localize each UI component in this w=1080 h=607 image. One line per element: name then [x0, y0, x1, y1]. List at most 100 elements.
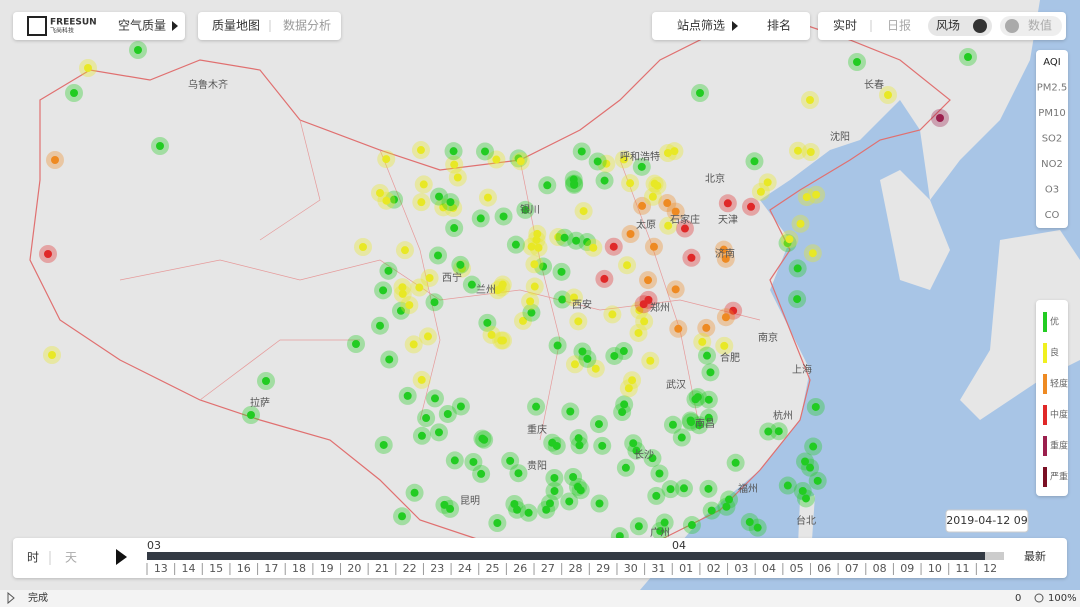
city-label: 杭州 — [773, 409, 793, 422]
station-marker — [569, 293, 578, 302]
station-marker — [806, 463, 815, 472]
legend-swatch — [1043, 374, 1047, 394]
station-marker — [51, 156, 59, 164]
station-marker — [570, 360, 579, 369]
mode-button[interactable]: 日报 — [887, 18, 911, 33]
station-marker — [595, 499, 604, 508]
station-marker — [812, 190, 821, 199]
station-marker — [634, 328, 643, 337]
station-marker — [456, 260, 465, 269]
unit-button[interactable]: 时 — [27, 551, 39, 565]
city-label: 武汉 — [666, 378, 686, 391]
station-marker — [543, 181, 552, 190]
city-label: 昆明 — [460, 495, 480, 507]
taiwan — [798, 495, 815, 545]
toggle-label[interactable]: 数值 — [1028, 18, 1052, 33]
day-label: 06 — [817, 562, 831, 575]
city-label: 兰州 — [476, 283, 496, 296]
station-marker — [449, 147, 458, 156]
pollutant-button[interactable]: SO2 — [1042, 134, 1063, 145]
station-marker — [644, 276, 653, 285]
station-marker — [573, 482, 582, 491]
station-marker — [602, 159, 611, 168]
station-filter[interactable]: 站点筛选 — [677, 18, 725, 33]
day-label: 12 — [983, 562, 997, 575]
city-label: 西宁 — [442, 271, 462, 284]
station-marker — [936, 114, 944, 122]
ranking[interactable]: 排名 — [767, 18, 791, 33]
station-marker — [600, 176, 609, 185]
station-marker — [577, 147, 586, 156]
status-icon — [7, 591, 15, 605]
station-marker — [640, 317, 649, 326]
station-marker — [574, 434, 583, 443]
station-marker — [634, 522, 643, 531]
day-label: 18 — [292, 562, 306, 575]
station-marker — [453, 173, 462, 182]
station-marker — [698, 337, 707, 346]
korea — [880, 170, 950, 290]
pollutant-button[interactable]: O3 — [1045, 185, 1059, 196]
station-marker — [619, 347, 628, 356]
menu-button[interactable]: 空气质量 — [118, 18, 166, 33]
station-marker — [422, 414, 431, 423]
city-label: 重庆 — [527, 423, 547, 436]
pollutant-button[interactable]: PM2.5 — [1037, 83, 1068, 94]
toggle-label[interactable]: 风场 — [936, 19, 960, 33]
tab[interactable]: 质量地图 — [212, 19, 260, 33]
city-label: 合肥 — [720, 351, 740, 364]
station-marker — [526, 297, 535, 306]
city-label: 上海 — [792, 363, 812, 376]
station-marker — [487, 330, 496, 339]
station-marker — [450, 224, 459, 233]
day-label: 08 — [873, 562, 887, 575]
station-marker — [443, 409, 452, 418]
legend-swatch — [1043, 343, 1047, 363]
station-marker — [721, 254, 730, 263]
station-marker — [793, 295, 802, 304]
play-button[interactable] — [116, 549, 127, 565]
pollutant-button[interactable]: CO — [1045, 210, 1060, 221]
station-marker — [499, 212, 508, 221]
city-label: 广州 — [650, 527, 670, 539]
station-marker — [756, 187, 765, 196]
toggle-knob[interactable] — [973, 19, 987, 33]
station-marker — [403, 391, 412, 400]
toggle-knob[interactable] — [1005, 19, 1019, 33]
city-label: 郑州 — [650, 301, 670, 314]
unit-button[interactable]: 天 — [65, 551, 77, 565]
station-marker — [663, 199, 672, 208]
pollutant-button[interactable]: AQI — [1043, 57, 1061, 68]
station-marker — [796, 219, 805, 228]
station-marker — [578, 347, 587, 356]
day-label: 20 — [347, 562, 361, 575]
station-marker — [649, 242, 658, 251]
station-marker — [456, 402, 465, 411]
station-marker — [450, 456, 459, 465]
station-marker — [557, 267, 566, 276]
station-marker — [774, 427, 783, 436]
station-marker — [646, 356, 655, 365]
pollutant-button[interactable]: NO2 — [1041, 159, 1063, 170]
station-marker — [671, 207, 680, 216]
latest-button[interactable]: 最新 — [1024, 549, 1046, 563]
station-marker — [400, 246, 409, 255]
station-marker — [664, 221, 673, 230]
tab[interactable]: 数据分析 — [283, 18, 331, 33]
station-marker — [439, 203, 448, 212]
day-label: 30 — [624, 562, 638, 575]
day-label: 13 — [154, 562, 168, 575]
station-marker — [435, 192, 444, 201]
day-label: 27 — [541, 562, 555, 575]
station-marker — [670, 147, 679, 156]
station-marker — [533, 229, 542, 238]
station-marker — [663, 149, 672, 158]
mode-button[interactable]: 实时 — [833, 18, 857, 33]
pollutant-button[interactable]: PM10 — [1038, 108, 1065, 119]
station-marker — [450, 160, 459, 169]
station-marker — [572, 236, 581, 245]
station-marker — [425, 273, 434, 282]
station-marker — [626, 179, 635, 188]
status-bar — [0, 590, 1080, 607]
station-marker — [497, 336, 506, 345]
